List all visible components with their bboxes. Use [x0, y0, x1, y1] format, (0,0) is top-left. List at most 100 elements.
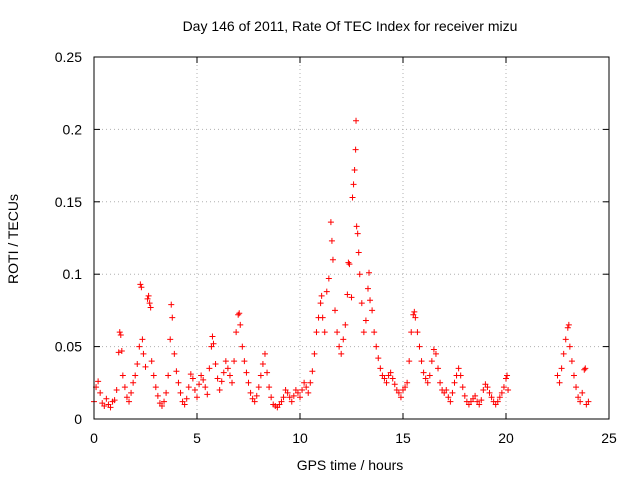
data-point — [299, 387, 306, 394]
chart-title: Day 146 of 2011, Rate Of TEC Index for r… — [183, 18, 518, 34]
data-point — [562, 336, 569, 343]
data-point — [191, 387, 198, 394]
data-point — [138, 284, 145, 291]
data-point — [303, 384, 310, 391]
data-point — [408, 329, 415, 336]
data-point — [402, 384, 409, 391]
data-point — [198, 372, 205, 379]
plot-frame — [93, 56, 610, 420]
data-point — [311, 350, 318, 357]
data-point — [360, 329, 367, 336]
data-point — [222, 358, 229, 365]
data-point — [342, 321, 349, 328]
data-point — [486, 389, 493, 396]
data-point — [185, 384, 192, 391]
data-point — [317, 300, 324, 307]
data-point — [457, 372, 464, 379]
data-point — [163, 389, 170, 396]
data-point — [568, 358, 575, 365]
data-point — [278, 398, 285, 405]
data-point — [358, 300, 365, 307]
data-point — [344, 291, 351, 298]
data-point — [113, 387, 120, 394]
data-point — [435, 365, 442, 372]
data-point — [150, 372, 157, 379]
data-point — [318, 292, 325, 299]
data-point — [307, 379, 314, 386]
data-point — [264, 369, 271, 376]
data-point — [362, 317, 369, 324]
data-point — [121, 384, 128, 391]
data-point — [183, 395, 190, 402]
data-point — [147, 304, 154, 311]
data-point — [139, 336, 146, 343]
data-point — [420, 369, 427, 376]
data-point — [134, 360, 141, 367]
data-point — [165, 372, 172, 379]
data-point — [171, 350, 178, 357]
data-point — [210, 340, 217, 347]
data-point — [119, 372, 126, 379]
axis-ticks — [93, 56, 610, 420]
data-point — [196, 381, 203, 388]
data-point — [349, 194, 356, 201]
data-point — [364, 285, 371, 292]
data-point — [259, 360, 266, 367]
data-point — [478, 397, 485, 404]
data-point — [216, 387, 223, 394]
data-point — [301, 379, 308, 386]
data-point — [214, 375, 221, 382]
data-point — [397, 394, 404, 401]
data-point — [266, 384, 273, 391]
data-point — [329, 256, 336, 263]
data-point — [554, 372, 561, 379]
data-point — [202, 384, 209, 391]
data-point — [472, 392, 479, 399]
data-point — [367, 297, 374, 304]
data-point — [353, 223, 360, 230]
data-point — [206, 365, 213, 372]
x-tick-label: 20 — [498, 430, 514, 446]
data-point — [432, 350, 439, 357]
data-point — [148, 358, 155, 365]
x-tick-label: 5 — [193, 430, 201, 446]
data-point — [354, 230, 361, 237]
x-tick-label: 25 — [601, 430, 617, 446]
data-point — [564, 324, 571, 331]
data-point — [327, 219, 334, 226]
data-point — [355, 249, 362, 256]
data-point — [169, 314, 176, 321]
data-point — [305, 389, 312, 396]
data-point — [187, 371, 194, 378]
data-point — [204, 391, 211, 398]
data-point — [168, 301, 175, 308]
data-point — [239, 343, 246, 350]
y-tick-label: 0.1 — [63, 266, 83, 282]
data-point — [140, 350, 147, 357]
x-tick-label: 10 — [292, 430, 308, 446]
data-point — [418, 358, 425, 365]
data-point — [126, 398, 133, 405]
data-point — [243, 369, 250, 376]
data-point — [369, 307, 376, 314]
data-point — [488, 394, 495, 401]
data-point — [449, 389, 456, 396]
data-point — [445, 394, 452, 401]
data-point — [484, 384, 491, 391]
data-point — [128, 389, 135, 396]
data-point — [116, 329, 123, 336]
data-point — [231, 358, 238, 365]
data-point — [319, 314, 326, 321]
data-point — [220, 369, 227, 376]
data-point — [95, 378, 102, 385]
data-point — [480, 387, 487, 394]
data-point — [288, 398, 295, 405]
data-point — [152, 384, 159, 391]
data-point — [451, 379, 458, 386]
data-point — [504, 372, 511, 379]
data-point — [136, 343, 143, 350]
data-point — [229, 379, 236, 386]
data-point — [321, 329, 328, 336]
